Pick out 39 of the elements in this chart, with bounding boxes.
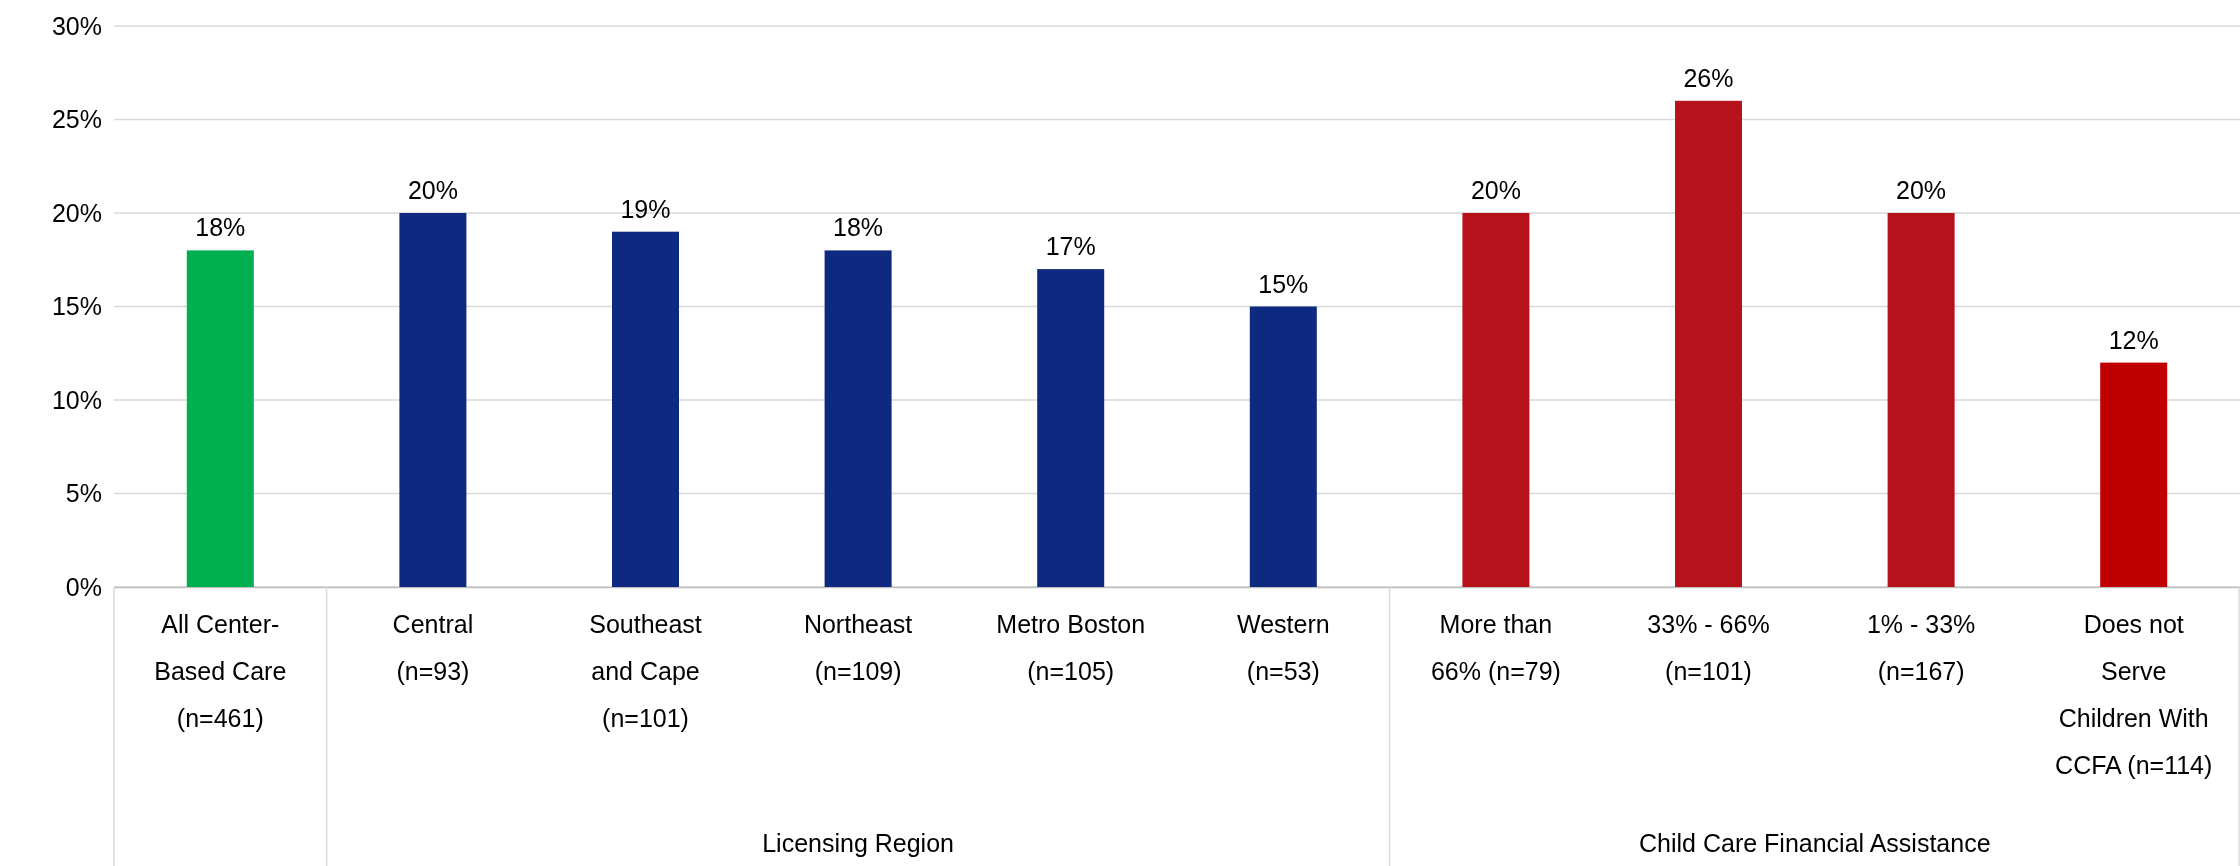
- bar: [824, 250, 892, 587]
- data-label: 20%: [1896, 176, 1947, 204]
- x-tick-label: 1% - 33% (n=167): [1866, 610, 1976, 685]
- y-tick-label: 20%: [51, 198, 102, 227]
- x-tick-label: More than 66% (n=79): [1430, 610, 1561, 685]
- bar: [1249, 306, 1317, 587]
- y-tick-label: 5%: [65, 479, 102, 507]
- bar: [1037, 269, 1105, 587]
- data-label: 19%: [620, 194, 671, 223]
- y-tick-label: 10%: [51, 385, 102, 414]
- bar: [1462, 213, 1530, 587]
- text: Child Care Financial Assistance: [1639, 829, 1991, 857]
- bar: [2100, 362, 2168, 587]
- data-label: 18%: [195, 213, 246, 242]
- y-tick-label: 0%: [65, 572, 102, 601]
- y-tick-label: 30%: [51, 11, 102, 40]
- bar: [1675, 100, 1742, 587]
- x-tick-label: Northeast (n=109): [803, 610, 913, 685]
- bar: [186, 250, 254, 587]
- y-tick-label: 25%: [51, 105, 102, 133]
- y-tick-label: 15%: [51, 292, 102, 320]
- x-tick-label: Southeast and Cape (n=101): [589, 610, 702, 732]
- data-label: 20%: [1470, 176, 1521, 204]
- x-tick-label: Does not Serve Children With CCFA (n=114): [2055, 610, 2213, 779]
- x-tick-label: Metro Boston (n=105): [996, 610, 1146, 685]
- bar: [612, 231, 679, 587]
- data-label: 18%: [833, 213, 884, 242]
- data-label: 15%: [1258, 269, 1309, 298]
- x-tick-label: All Center- Based Care (n=461): [154, 610, 287, 732]
- data-label: 20%: [407, 176, 458, 204]
- data-label: 12%: [2108, 325, 2159, 354]
- data-label: 26%: [1683, 63, 1734, 92]
- bar: [1887, 213, 1955, 587]
- x-tick-label: 33% - 66% (n=101): [1647, 610, 1770, 685]
- x-tick-label: Central (n=93): [392, 610, 474, 685]
- bar: [399, 213, 467, 587]
- text: Licensing Region: [762, 829, 954, 857]
- x-tick-label: Western (n=53): [1236, 610, 1330, 685]
- data-label: 17%: [1045, 232, 1096, 261]
